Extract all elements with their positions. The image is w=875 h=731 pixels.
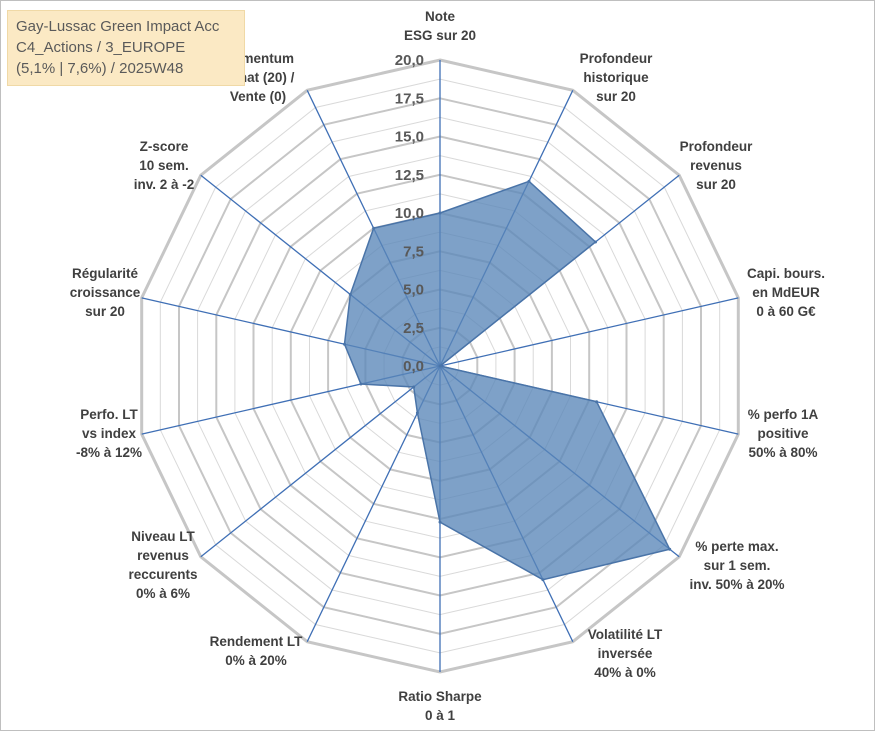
axis-label: Ratio Sharpe 0 à 1 — [398, 689, 482, 723]
data-point — [438, 364, 442, 368]
tick-label: 2,5 — [403, 320, 424, 337]
fund-category: C4_Actions / 3_EUROPE — [16, 39, 186, 56]
data-point — [359, 382, 363, 386]
radial-tick-labels: 0,0 2,5 5,0 7,5 10,0 12,5 15,0 17,5 20,0 — [395, 52, 424, 375]
fund-name: Gay-Lussac Green Impact Acc — [16, 18, 220, 35]
axis-label: Capi. bours. en MdEUR 0 à 60 G€ — [747, 266, 825, 319]
tick-label: 7,5 — [403, 243, 424, 260]
fund-stats: (5,1% | 7,6%) / 2025W48 — [16, 60, 184, 77]
axis-label: Rendement LT 0% à 20% — [210, 634, 304, 668]
tick-label: 10,0 — [395, 205, 424, 222]
data-point — [412, 385, 416, 389]
tick-label: 15,0 — [395, 129, 424, 146]
data-point — [343, 342, 346, 346]
fund-title-box: Gay-Lussac Green Impact Acc C4_Actions /… — [7, 10, 245, 86]
axis-label: Note ESG sur 20 — [404, 9, 476, 43]
series-layer — [343, 179, 672, 582]
tick-label: 17,5 — [395, 90, 424, 107]
data-point — [348, 293, 352, 296]
data-point — [438, 520, 442, 524]
axis-spoke — [439, 297, 739, 367]
data-point — [595, 400, 599, 404]
tick-label: 12,5 — [395, 167, 424, 184]
axis-label: Perfo. LT vs index -8% à 12% — [76, 407, 142, 460]
data-point — [438, 211, 442, 215]
axis-label: % perte max. sur 1 sem. inv. 50% à 20% — [689, 539, 784, 592]
tick-label: 5,0 — [403, 282, 424, 299]
axis-label: % perfo 1A positive 50% à 80% — [748, 407, 819, 460]
axis-label: Régularité croissance sur 20 — [70, 266, 141, 319]
axis-label: Z-score 10 sem. inv. 2 à -2 — [134, 139, 195, 192]
data-point — [541, 578, 545, 582]
data-point — [594, 240, 597, 244]
axis-label: Volatilité LT inversée 40% à 0% — [588, 627, 663, 680]
data-point — [372, 226, 376, 230]
tick-label: 0,0 — [403, 358, 424, 375]
axis-labels: Note ESG sur 20 Profondeur historique sur 20… — [70, 9, 825, 723]
series-area — [343, 180, 671, 581]
axis-label: Profondeur historique sur 20 — [580, 51, 653, 104]
tick-label: 20,0 — [395, 52, 424, 69]
axis-label: Niveau LT revenus reccurents 0% à 6% — [128, 529, 197, 601]
data-point — [668, 547, 672, 551]
data-point — [415, 411, 419, 415]
axis-spoke — [200, 365, 441, 558]
data-point — [527, 179, 531, 183]
axis-label: Profondeur revenus sur 20 — [680, 139, 753, 192]
